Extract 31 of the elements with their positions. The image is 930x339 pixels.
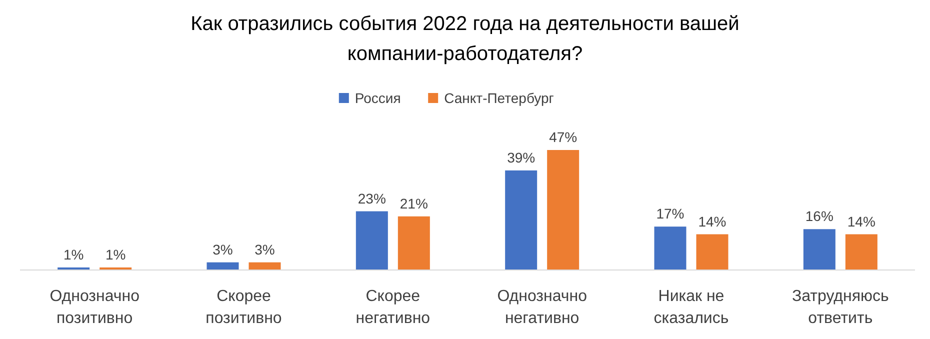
x-tick-label: Скорее позитивно — [206, 288, 282, 327]
bar — [696, 234, 728, 270]
data-label: 39% — [507, 149, 536, 166]
x-tick-label: Затрудняюсь ответить — [792, 288, 889, 327]
x-tick-label: Однозначно негативно — [497, 288, 588, 327]
data-label: 1% — [63, 246, 84, 262]
x-tick-label: Однозначно позитивно — [50, 288, 140, 327]
data-label: 3% — [212, 241, 233, 258]
legend-label: Санкт-Петербург — [444, 90, 554, 106]
data-label: 14% — [698, 213, 726, 230]
chart-title: Как отразились события 2022 года на деятельности вашей компании-работодателя? — [190, 13, 740, 65]
data-label: 3% — [254, 241, 275, 258]
data-label: 47% — [549, 129, 578, 145]
legend-label: Россия — [354, 90, 401, 106]
bar — [206, 262, 239, 270]
bar — [398, 216, 430, 270]
bar — [356, 211, 388, 270]
bar — [547, 150, 580, 270]
bar — [845, 234, 878, 270]
data-label: 17% — [656, 206, 684, 222]
x-tick-label: Скорее негативно — [356, 288, 430, 327]
bar — [654, 226, 686, 270]
data-label: 1% — [105, 246, 126, 262]
data-label: 21% — [400, 195, 428, 212]
data-label: 14% — [847, 213, 876, 230]
data-label: 16% — [805, 208, 834, 224]
bar — [248, 262, 281, 270]
bar — [505, 170, 538, 270]
bar — [803, 229, 836, 270]
data-label: 23% — [358, 190, 386, 206]
x-tick-label: Никак не сказались — [654, 288, 729, 327]
